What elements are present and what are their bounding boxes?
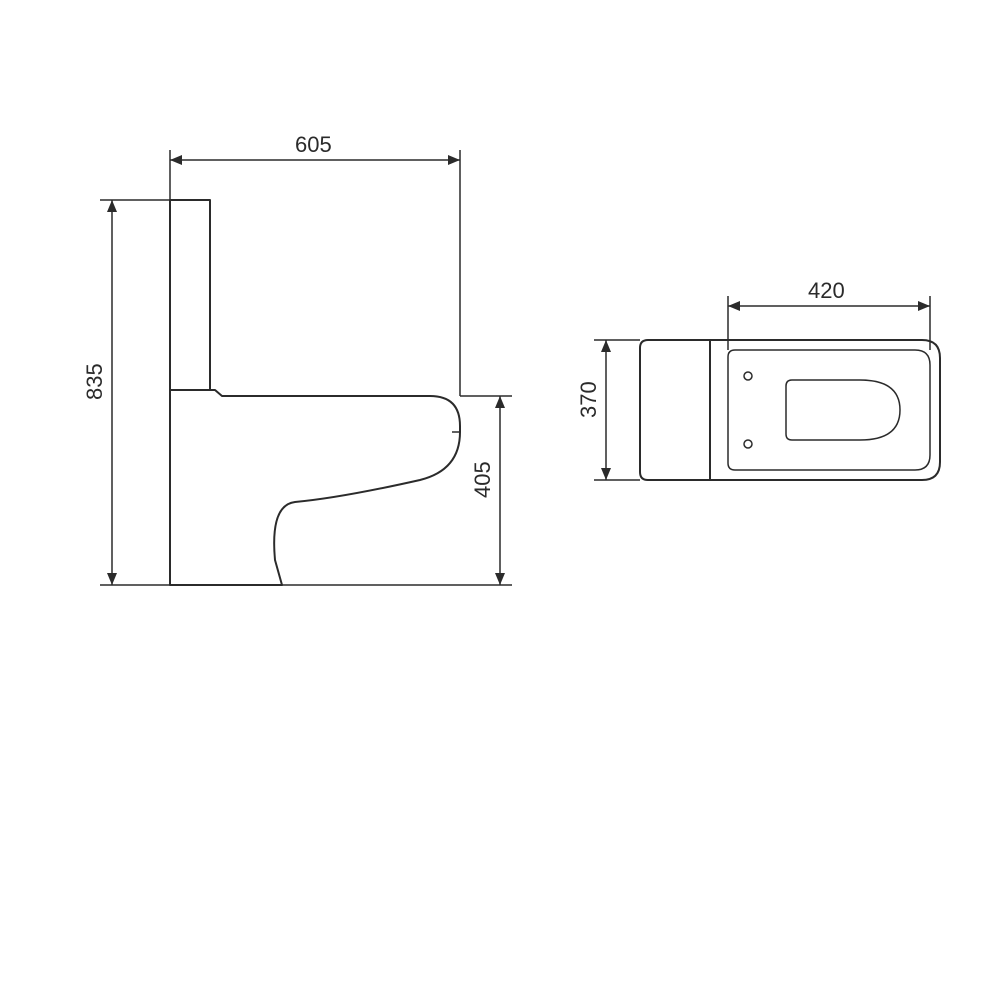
- dim-835: 835: [82, 200, 170, 585]
- dim-605: 605: [170, 132, 460, 396]
- dim-605-label: 605: [295, 132, 332, 157]
- top-view: [640, 340, 940, 480]
- technical-drawing: 605 835 405 420: [0, 0, 1000, 1000]
- bowl-outline: [170, 390, 460, 585]
- dim-420-label: 420: [808, 278, 845, 303]
- dim-835-label: 835: [82, 363, 107, 400]
- side-view: [170, 200, 460, 585]
- lid-d: [786, 380, 900, 440]
- hinge-top: [744, 372, 752, 380]
- hinge-bottom: [744, 440, 752, 448]
- top-outline: [640, 340, 940, 480]
- dim-405-label: 405: [470, 461, 495, 498]
- tank-outline: [170, 200, 210, 390]
- dim-405: 405: [282, 396, 512, 585]
- dim-370: 370: [576, 340, 640, 480]
- dim-370-label: 370: [576, 381, 601, 418]
